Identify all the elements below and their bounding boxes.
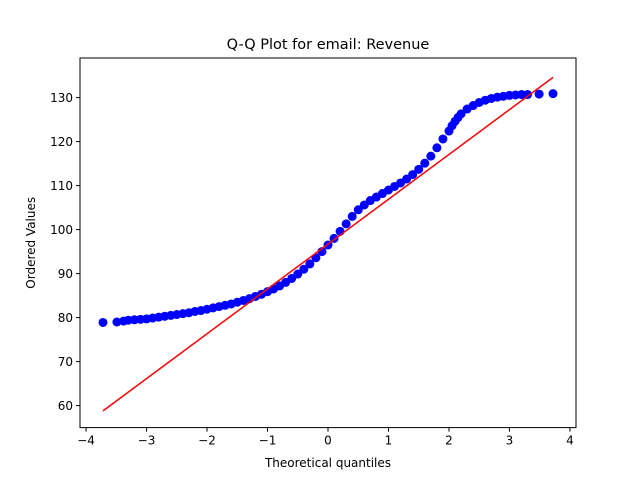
chart-title: Q-Q Plot for email: Revenue: [227, 37, 430, 53]
fit-line: [102, 76, 554, 412]
data-point: [414, 164, 424, 174]
y-tick-label: 120: [50, 135, 73, 149]
x-tick-label: −1: [259, 434, 277, 448]
data-point: [347, 211, 357, 221]
plot-area: [98, 76, 558, 412]
data-point: [420, 158, 430, 168]
data-point: [305, 259, 315, 269]
x-tick-label: 1: [385, 434, 393, 448]
y-axis-label: Ordered Values: [24, 197, 38, 289]
x-axis-label: Theoretical quantiles: [264, 456, 391, 470]
data-point: [112, 317, 122, 327]
y-tick-label: 70: [58, 355, 73, 369]
data-point: [293, 269, 303, 279]
data-point: [534, 89, 544, 99]
x-tick-label: 4: [566, 434, 574, 448]
data-point: [432, 143, 442, 153]
data-point: [426, 151, 436, 161]
x-axis: −4 −3 −2 −1 0 1 2 3 4: [77, 427, 574, 448]
x-tick-label: −3: [138, 434, 156, 448]
x-tick-label: −4: [77, 434, 95, 448]
y-tick-label: 110: [50, 179, 73, 193]
x-tick-label: 0: [324, 434, 332, 448]
data-point: [456, 109, 466, 119]
data-point: [353, 205, 363, 215]
data-point: [408, 170, 418, 180]
x-tick-label: 2: [445, 434, 453, 448]
data-point: [98, 317, 108, 327]
y-tick-label: 80: [58, 311, 73, 325]
data-point: [523, 90, 533, 100]
y-tick-label: 90: [58, 267, 73, 281]
data-point: [548, 89, 558, 99]
data-point: [299, 264, 309, 274]
x-tick-label: 3: [506, 434, 514, 448]
data-point: [438, 134, 448, 144]
x-tick-label: −2: [198, 434, 216, 448]
y-tick-label: 100: [50, 223, 73, 237]
y-tick-label: 60: [58, 399, 73, 413]
data-point: [341, 219, 351, 229]
y-tick-label: 130: [50, 91, 73, 105]
y-axis: 60 70 80 90 100 110 120 130: [50, 91, 80, 413]
